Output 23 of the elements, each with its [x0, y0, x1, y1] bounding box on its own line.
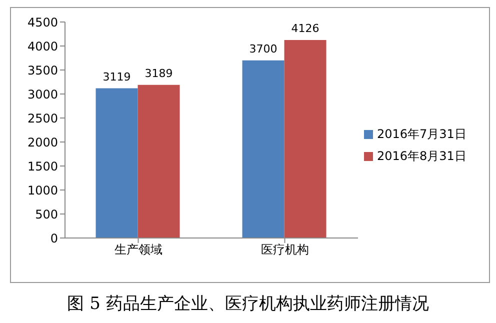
bar — [242, 60, 284, 238]
data-label: 4126 — [291, 22, 320, 35]
text: 图 5 药品生产企业、医疗机构执业药师注册情况 — [66, 293, 430, 315]
y-tick-label: 2500 — [27, 111, 58, 126]
bar — [284, 40, 326, 238]
y-tick-label: 4500 — [27, 15, 58, 30]
data-label: 3189 — [144, 66, 173, 80]
y-tick-label: 500 — [35, 207, 58, 222]
y-tick-label: 3500 — [27, 63, 58, 78]
legend-label: 2016年8月31日 — [377, 149, 466, 163]
y-tick-label: 1500 — [27, 159, 58, 174]
y-tick-label: 2000 — [27, 135, 58, 150]
data-label: 3119 — [102, 70, 131, 84]
y-tick-label: 3000 — [27, 87, 58, 102]
y-tick-label: 0 — [50, 231, 58, 246]
legend-label: 2016年7月31日 — [377, 127, 466, 141]
x-tick-label: 医疗机构 — [260, 242, 309, 257]
bar — [96, 88, 138, 238]
x-tick-label: 生产领域 — [114, 242, 162, 257]
bar — [138, 84, 180, 238]
y-tick-label: 4000 — [27, 39, 58, 54]
y-tick-label: 1000 — [27, 183, 58, 198]
data-label: 3700 — [249, 42, 278, 56]
